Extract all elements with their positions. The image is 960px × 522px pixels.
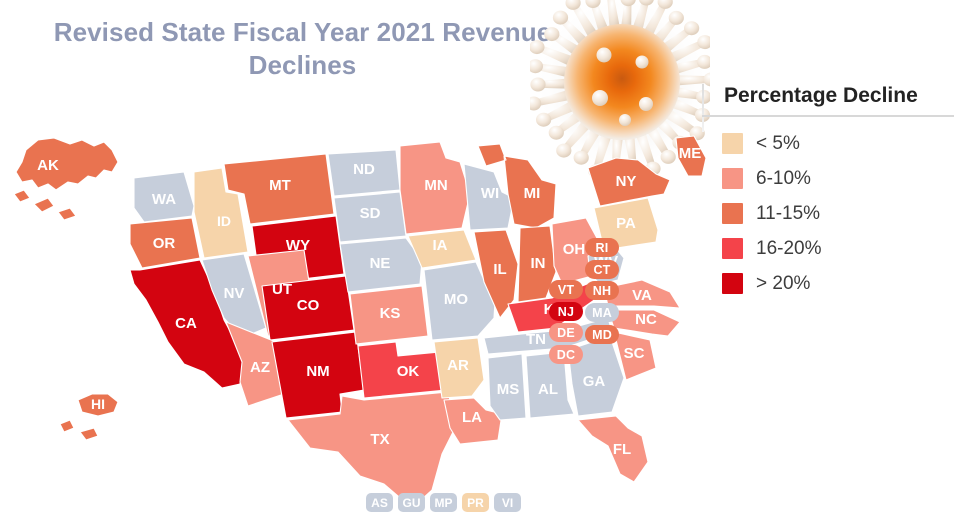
state-pill-ct[interactable]: CT: [585, 260, 619, 279]
state-ne[interactable]: [339, 237, 423, 293]
legend-item[interactable]: 11-15%: [722, 196, 958, 231]
territory-badge-gu[interactable]: GU: [398, 493, 425, 512]
territory-badge-vi[interactable]: VI: [494, 493, 521, 512]
states-layer: [13, 135, 707, 509]
legend-swatch: [722, 203, 743, 224]
state-tx[interactable]: [287, 391, 457, 509]
state-sd[interactable]: [333, 191, 407, 243]
legend-item-label: < 5%: [756, 132, 800, 154]
state-wa[interactable]: [133, 171, 195, 223]
state-sc[interactable]: [613, 331, 657, 381]
state-mt[interactable]: [223, 153, 335, 225]
state-il[interactable]: [473, 229, 519, 319]
state-la[interactable]: [443, 397, 503, 445]
page-title: Revised State Fiscal Year 2021 Revenue D…: [53, 17, 552, 81]
territory-badge-row: AS GU MP PR VI: [366, 493, 521, 512]
state-nd[interactable]: [327, 149, 401, 197]
legend-divider: [702, 115, 954, 117]
state-az[interactable]: [225, 321, 285, 407]
state-ms[interactable]: [487, 353, 527, 421]
legend-item-list: < 5% 6-10% 11-15% 16-20% > 20%: [700, 126, 958, 301]
state-pill-dc[interactable]: DC: [549, 345, 583, 364]
legend-item[interactable]: > 20%: [722, 266, 958, 301]
state-ks[interactable]: [349, 285, 429, 345]
state-pill-nh[interactable]: NH: [585, 281, 619, 300]
state-co[interactable]: [261, 275, 355, 341]
state-pill-nj[interactable]: NJ: [549, 302, 583, 321]
state-ny[interactable]: [587, 157, 671, 207]
legend-swatch: [722, 168, 743, 189]
legend-item[interactable]: 16-20%: [722, 231, 958, 266]
state-mi[interactable]: [477, 143, 557, 229]
state-me[interactable]: [675, 135, 707, 177]
territory-badge-as[interactable]: AS: [366, 493, 393, 512]
state-mn[interactable]: [399, 141, 471, 235]
legend-item-label: > 20%: [756, 272, 811, 294]
state-ar[interactable]: [433, 337, 485, 399]
legend-swatch: [722, 273, 743, 294]
state-ok[interactable]: [357, 341, 447, 399]
legend-heading: Percentage Decline: [724, 84, 918, 107]
state-ia[interactable]: [407, 229, 477, 269]
state-pill-ri[interactable]: RI: [585, 238, 619, 257]
legend: Percentage Decline < 5% 6-10% 11-15% 16-20%…: [700, 84, 958, 301]
state-id[interactable]: [193, 167, 249, 259]
legend-swatch: [722, 238, 743, 259]
state-hi[interactable]: [59, 393, 119, 441]
territory-badge-pr[interactable]: PR: [462, 493, 489, 512]
state-or[interactable]: [129, 217, 201, 269]
state-ak[interactable]: [13, 137, 119, 221]
legend-item[interactable]: < 5%: [722, 126, 958, 161]
state-pill-md[interactable]: MD: [585, 325, 619, 344]
legend-vertical-divider: [702, 84, 704, 132]
territory-badge-mp[interactable]: MP: [430, 493, 457, 512]
state-pill-de[interactable]: DE: [549, 323, 583, 342]
legend-item-label: 6-10%: [756, 167, 811, 189]
legend-swatch: [722, 133, 743, 154]
legend-item-label: 16-20%: [756, 237, 822, 259]
state-pill-vt[interactable]: VT: [549, 280, 583, 299]
state-fl[interactable]: [577, 415, 649, 483]
state-pill-ma[interactable]: MA: [585, 303, 619, 322]
legend-item[interactable]: 6-10%: [722, 161, 958, 196]
legend-item-label: 11-15%: [756, 202, 821, 224]
